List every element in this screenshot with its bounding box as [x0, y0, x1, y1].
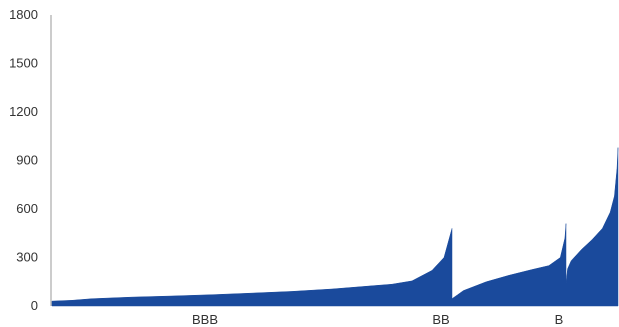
y-tick-label: 300 [16, 250, 38, 265]
area-series [51, 147, 619, 307]
x-axis-categories: BBB BB B [192, 312, 563, 327]
y-tick-label: 1500 [9, 56, 38, 71]
y-tick-label: 1200 [9, 104, 38, 119]
y-tick-label: 900 [16, 153, 38, 168]
y-axis-ticks: 0 300 600 900 1200 1500 1800 [9, 7, 38, 313]
area-bbb [51, 228, 453, 307]
y-tick-label: 0 [31, 298, 38, 313]
area-bb [451, 223, 567, 307]
x-category-label: BBB [192, 312, 218, 327]
area-b [565, 147, 619, 307]
x-category-label: B [555, 312, 564, 327]
x-category-label: BB [432, 312, 449, 327]
y-tick-label: 1800 [9, 7, 38, 22]
y-tick-label: 600 [16, 201, 38, 216]
